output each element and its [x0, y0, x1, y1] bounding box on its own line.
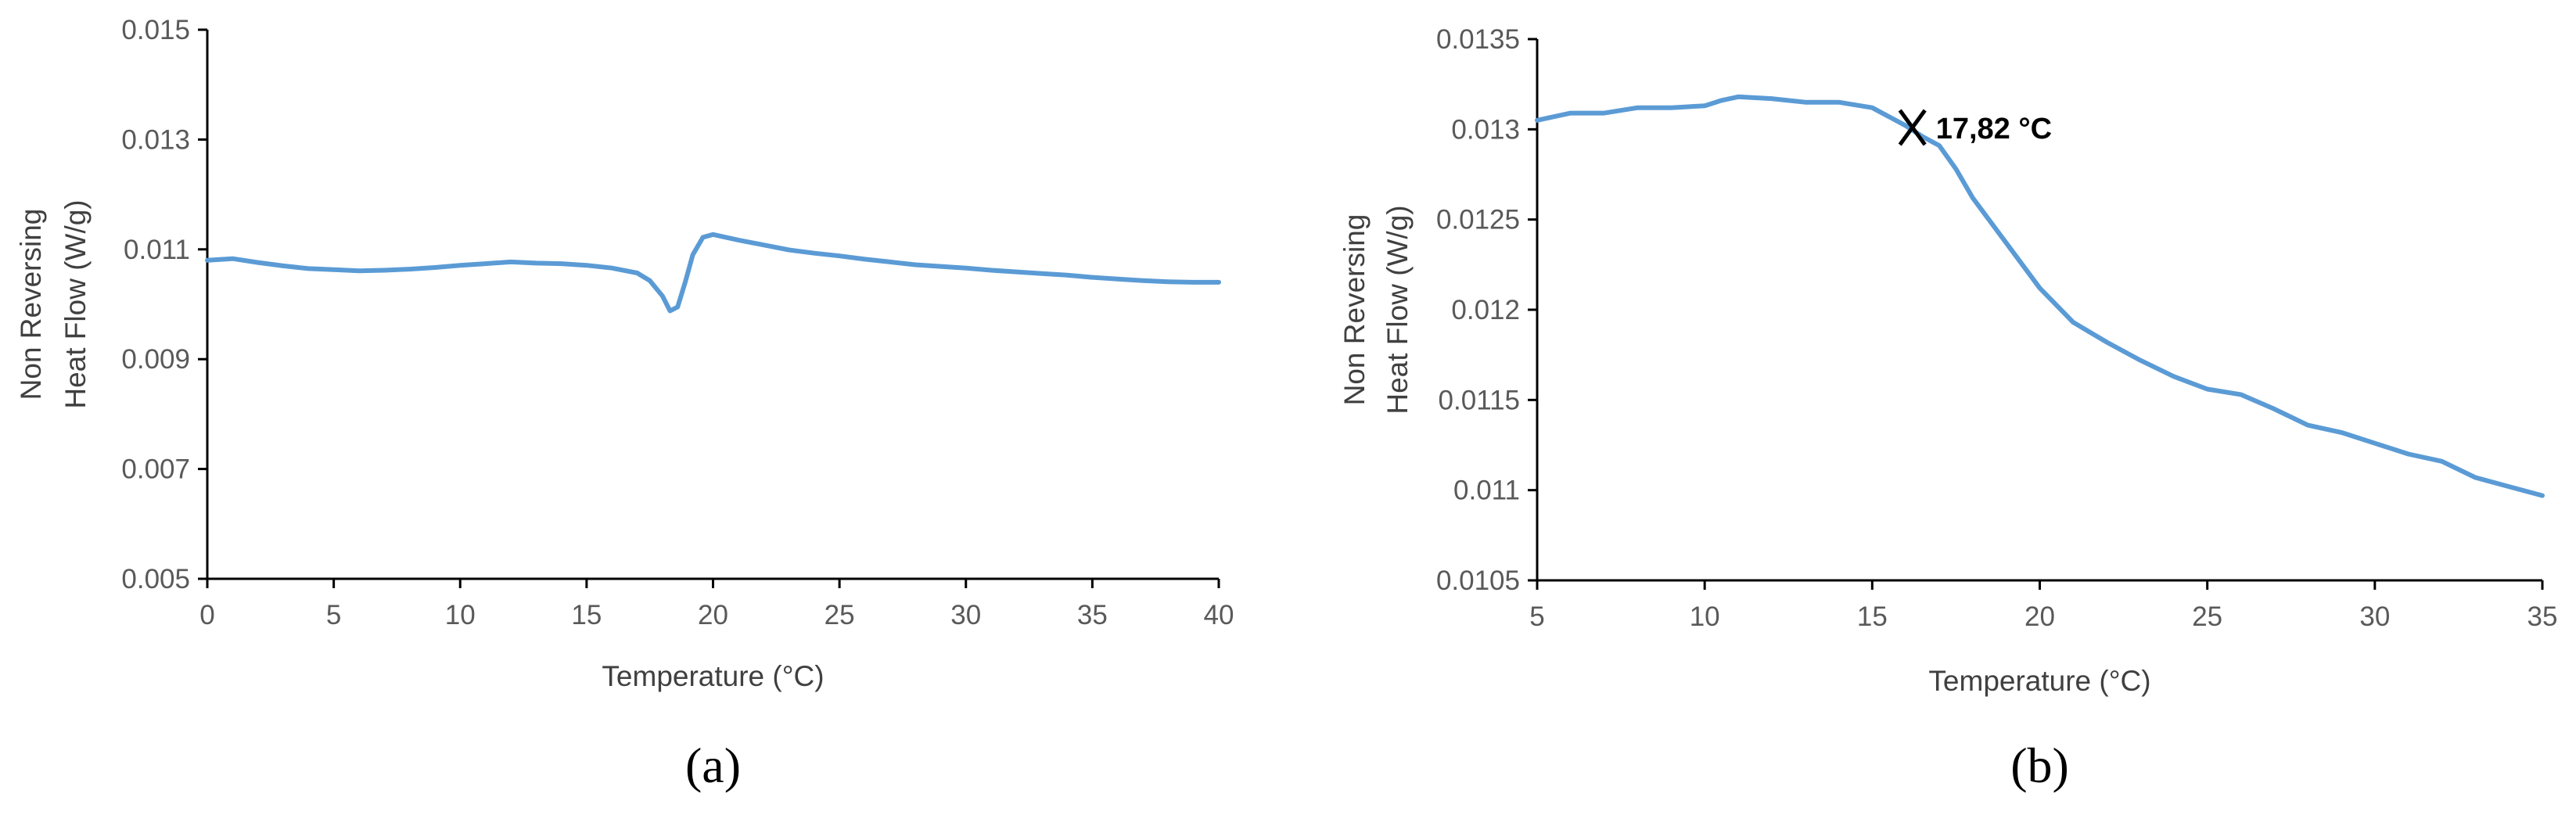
x-tick-label: 25: [2192, 601, 2222, 632]
y-axis-title-line-2: Heat Flow (W/g): [1381, 205, 1414, 414]
y-tick-label: 0.0135: [1436, 24, 1520, 55]
y-tick-label: 0.011: [124, 235, 190, 265]
y-tick-label: 0.005: [121, 564, 190, 594]
annotation-marker: [1898, 109, 1927, 146]
y-axis-title-line-1: Non Reversing: [1338, 214, 1371, 406]
y-tick-label: 0.0125: [1436, 205, 1520, 235]
y-tick-label: 0.015: [121, 15, 190, 45]
x-axis-title: Temperature (°C): [1928, 665, 2150, 697]
x-tick-label: 25: [825, 600, 855, 630]
series-line-1: [205, 232, 1221, 314]
panel-label-b: (b): [2010, 738, 2069, 793]
x-tick-label: 0: [199, 600, 214, 630]
x-axis-title: Temperature (°C): [602, 660, 824, 692]
annotation-label: 17,82 °C: [1936, 113, 2052, 145]
x-tick-label: 30: [950, 600, 981, 630]
x-tick-label: 5: [326, 600, 341, 630]
y-tick-label: 0.009: [121, 344, 190, 375]
x-tick-label: 35: [1077, 600, 1108, 630]
x-tick-label: 40: [1204, 600, 1234, 630]
y-tick-label: 0.007: [121, 454, 190, 485]
chart-panel-b: 0.0105 0.011 0.0115 0.012 0.0125 0.013 0.0135 5…: [1338, 24, 2557, 793]
y-tick-label: 0.012: [1451, 295, 1520, 325]
y-tick-label: 0.011: [1453, 476, 1520, 506]
annotation-marker-stroke: [1898, 109, 1927, 146]
y-tick-label: 0.0115: [1439, 385, 1520, 415]
y-tick-label: 0.013: [1451, 114, 1520, 145]
x-tick-label: 5: [1529, 601, 1544, 632]
y-tick-label: 0.013: [121, 124, 190, 155]
x-tick-label: 20: [698, 600, 728, 630]
x-tick-label: 10: [1690, 601, 1720, 632]
x-tick-label: 20: [2025, 601, 2055, 632]
x-tick-label: 10: [445, 600, 476, 630]
x-tick-label: 15: [571, 600, 602, 630]
x-tick-label: 15: [1857, 601, 1888, 632]
x-tick-label: 30: [2359, 601, 2390, 632]
x-tick-label: 35: [2527, 601, 2558, 632]
panel-label-a: (a): [685, 738, 741, 793]
y-axis-title-line-2: Heat Flow (W/g): [59, 199, 92, 408]
series-line-1: [1535, 94, 2545, 498]
y-axis-title-line-1: Non Reversing: [15, 209, 47, 400]
chart-panel-a: 0.005 0.007 0.009 0.011 0.013 0.015 0 5 10 15 20 25…: [15, 15, 1234, 793]
y-tick-label: 0.0105: [1436, 566, 1520, 596]
